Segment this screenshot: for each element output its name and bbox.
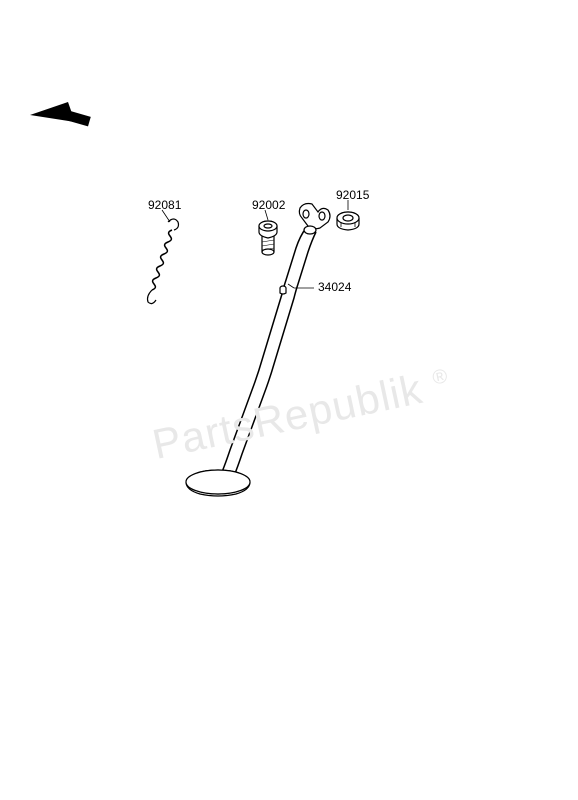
part-id-34024: 34024 xyxy=(318,280,351,294)
label-spring: 92081 xyxy=(148,198,181,212)
label-stand: 34024 xyxy=(318,280,351,294)
diagram-svg xyxy=(0,0,578,800)
label-bolt: 92002 xyxy=(252,198,285,212)
part-id-92015: 92015 xyxy=(336,188,369,202)
spring-part xyxy=(148,210,179,304)
side-stand-part xyxy=(186,204,330,497)
nut-part xyxy=(337,200,359,230)
bolt-part xyxy=(259,210,277,255)
part-id-92081: 92081 xyxy=(148,198,181,212)
label-nut: 92015 xyxy=(336,188,369,202)
parts-diagram: PartsRepublik ® xyxy=(0,0,578,800)
part-id-92002: 92002 xyxy=(252,198,285,212)
arrow-indicator xyxy=(30,102,91,126)
